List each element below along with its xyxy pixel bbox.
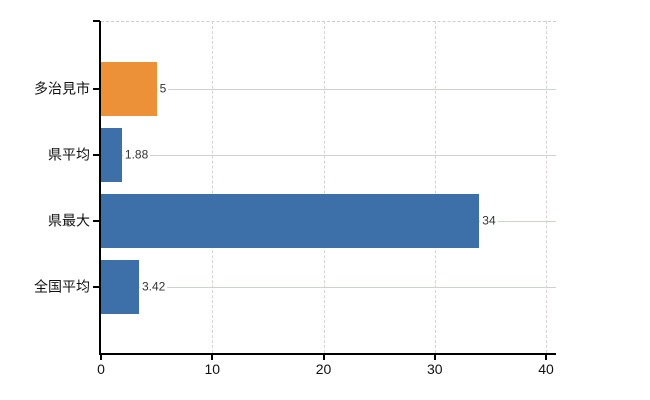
category-label: 県平均	[48, 146, 90, 163]
x-axis-tick-label: 20	[315, 361, 332, 377]
x-axis-tick-label: 0	[97, 361, 105, 377]
y-axis-line	[99, 21, 101, 355]
bar	[101, 62, 157, 116]
x-axis-tick	[545, 355, 547, 360]
x-axis-tick	[211, 355, 214, 360]
y-axis-tick	[93, 88, 100, 90]
plot-top-border	[101, 21, 556, 22]
bar-value-label: 34	[480, 213, 498, 229]
y-axis-tick	[93, 154, 100, 156]
bar	[101, 260, 139, 314]
x-axis-line	[99, 353, 556, 355]
x-axis-tick	[322, 355, 325, 360]
y-axis-tick	[93, 20, 100, 22]
vertical-gridline	[323, 21, 325, 353]
vertical-gridline	[212, 21, 214, 353]
bar-value-label: 5	[157, 81, 169, 97]
category-label: 県最大	[48, 212, 90, 229]
bar	[101, 194, 480, 248]
bar	[101, 128, 122, 182]
x-axis-tick	[100, 355, 102, 360]
category-label: 全国平均	[34, 278, 90, 295]
vertical-gridline	[434, 21, 436, 353]
horizontal-gridline	[101, 155, 556, 156]
bar-value-label: 3.42	[140, 279, 168, 295]
x-axis-tick-label: 30	[426, 361, 443, 377]
x-axis-tick-label: 40	[538, 361, 554, 377]
category-label: 多治見市	[34, 80, 90, 97]
horizontal-gridline	[101, 287, 556, 288]
y-axis-tick	[93, 220, 100, 222]
x-axis-tick-label: 10	[204, 361, 221, 377]
horizontal-gridline	[101, 89, 556, 90]
y-axis-tick	[93, 286, 100, 288]
x-axis-tick	[433, 355, 436, 360]
vertical-gridline	[546, 21, 547, 353]
bar-value-label: 1.88	[122, 147, 151, 163]
